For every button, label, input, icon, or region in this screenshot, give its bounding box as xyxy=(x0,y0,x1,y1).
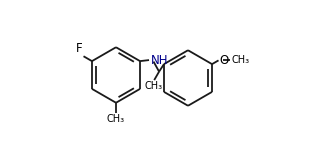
Text: CH₃: CH₃ xyxy=(144,81,162,91)
Text: CH₃: CH₃ xyxy=(107,114,125,124)
Text: O: O xyxy=(219,54,228,67)
Text: CH₃: CH₃ xyxy=(232,55,250,65)
Text: NH: NH xyxy=(151,54,168,67)
Text: F: F xyxy=(76,42,82,56)
